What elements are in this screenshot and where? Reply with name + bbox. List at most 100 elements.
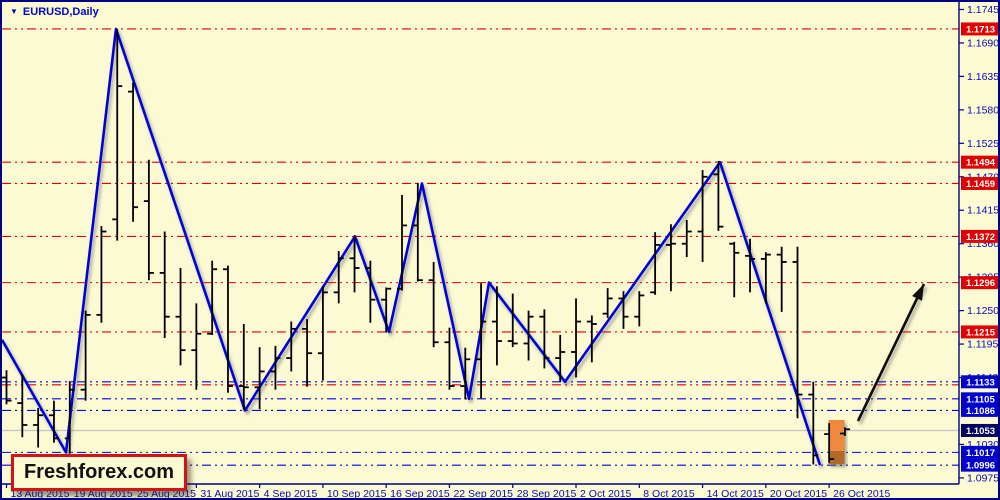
price-level-label-bg	[961, 325, 998, 339]
price-axis-label: 1.1635	[967, 71, 999, 83]
date-axis-label: 4 Sep 2015	[264, 488, 318, 500]
zigzag-line[interactable]	[2, 27, 822, 466]
ohlc-bar	[444, 327, 455, 390]
ohlc-bar	[760, 252, 771, 304]
date-axis-label: 16 Sep 2015	[390, 488, 450, 500]
price-level-label: 1.1372	[966, 232, 995, 243]
price-level-label: 1.1494	[966, 158, 996, 169]
price-level-label: 1.1105	[966, 394, 995, 405]
ohlc-bar	[286, 321, 297, 372]
price-level-label: 1.1133	[966, 377, 995, 388]
ohlc-bar	[48, 400, 59, 443]
ohlc-bar	[128, 82, 139, 222]
date-axis-label: 8 Oct 2015	[643, 488, 695, 500]
price-axis-label: 1.1690	[967, 37, 999, 49]
ohlc-bar	[80, 310, 91, 401]
date-axis-label: 22 Sep 2015	[453, 488, 513, 500]
price-axis-label: 1.1525	[967, 138, 999, 150]
ohlc-bar	[586, 315, 597, 363]
price-level-label-bg	[961, 276, 998, 290]
ohlc-bar	[302, 319, 313, 387]
price-axis-label: 1.1745	[967, 4, 999, 16]
ohlc-bar	[523, 310, 534, 361]
ohlc-bar	[207, 260, 218, 335]
ohlc-bar	[254, 347, 265, 410]
date-axis-label: 28 Sep 2015	[517, 488, 577, 500]
ohlc-bar	[602, 288, 613, 318]
ohlc-bar	[112, 28, 123, 241]
price-level-label-bg	[961, 375, 998, 389]
price-level-label-bg	[961, 22, 998, 36]
date-axis-label: 20 Oct 2015	[770, 488, 827, 500]
ohlc-bar	[491, 286, 502, 366]
ohlc-bar	[33, 407, 44, 448]
symbol-title-label: EURUSD,Daily	[22, 6, 99, 18]
ohlc-bar	[412, 182, 423, 282]
price-axis-label: 1.1250	[967, 305, 999, 317]
price-level-label: 1.1215	[966, 327, 996, 338]
brand-logo-text: Freshforex.com	[23, 461, 175, 483]
price-level-label: 1.1017	[966, 448, 995, 459]
date-axis-label: 31 Aug 2015	[200, 488, 259, 500]
ohlc-bar	[317, 286, 328, 381]
price-axis-label: 1.1580	[967, 104, 999, 116]
ohlc-bar	[270, 345, 281, 390]
ohlc-bar	[824, 423, 835, 463]
price-level-label-bg	[961, 423, 998, 437]
ohlc-bar	[476, 283, 487, 399]
price-axis-label: 1.1415	[967, 205, 999, 217]
ohlc-bar	[697, 170, 708, 262]
ohlc-bar	[191, 303, 202, 390]
ohlc-bar	[571, 298, 582, 378]
ohlc-bar	[175, 268, 186, 366]
price-axis-label: 1.1195	[967, 339, 998, 351]
price-level-label: 1.1296	[966, 278, 995, 289]
ohlc-bar	[349, 235, 360, 293]
ohlc-bar	[222, 265, 233, 393]
price-level-label-bg	[961, 445, 998, 459]
date-axis-label: 2 Oct 2015	[580, 488, 632, 500]
ohlc-bar	[2, 370, 12, 405]
ohlc-bar	[618, 291, 629, 329]
ohlc-bar	[381, 287, 392, 333]
ohlc-bar	[745, 238, 756, 293]
price-level-label: 1.0996	[966, 461, 995, 472]
trend-arrow[interactable]	[856, 283, 926, 422]
ohlc-bar	[729, 241, 740, 298]
date-axis-label: 19 Aug 2015	[74, 488, 133, 500]
date-axis-label: 10 Sep 2015	[327, 488, 387, 500]
ohlc-bar	[17, 374, 28, 438]
ohlc-bar	[460, 347, 471, 400]
price-level-label-bg	[961, 458, 998, 472]
date-axis-label: 13 Aug 2015	[11, 488, 70, 500]
ohlc-bar	[539, 309, 550, 369]
ohlc-bar	[143, 159, 154, 281]
price-level-label: 1.1086	[966, 406, 995, 417]
ohlc-bar	[365, 260, 376, 323]
ohlc-bar	[665, 224, 676, 292]
price-level-label: 1.1459	[966, 179, 995, 190]
price-level-label-bg	[961, 392, 998, 406]
date-axis-label: 26 Oct 2015	[833, 488, 890, 500]
price-level-label: 1.1053	[966, 426, 995, 437]
price-level-label: 1.1713	[966, 24, 995, 35]
ohlc-bar	[650, 232, 661, 295]
ohlc-bar	[681, 219, 692, 258]
price-axis-label: 1.0975	[967, 472, 999, 484]
ohlc-bar	[507, 293, 518, 348]
ohlc-bar	[64, 381, 75, 454]
date-axis-label: 14 Oct 2015	[707, 488, 764, 500]
trend-arrow-head	[912, 284, 924, 301]
price-level-label-bg	[961, 155, 998, 169]
ohlc-bar	[238, 324, 249, 410]
price-level-label-bg	[961, 229, 998, 243]
price-level-label-bg	[961, 403, 998, 417]
ohlc-bar	[159, 231, 170, 338]
ohlc-bar	[96, 226, 107, 323]
ohlc-bar	[713, 160, 724, 231]
ohlc-bar	[776, 246, 787, 312]
ohlc-bar	[333, 250, 344, 304]
price-level-label-bg	[961, 176, 998, 190]
